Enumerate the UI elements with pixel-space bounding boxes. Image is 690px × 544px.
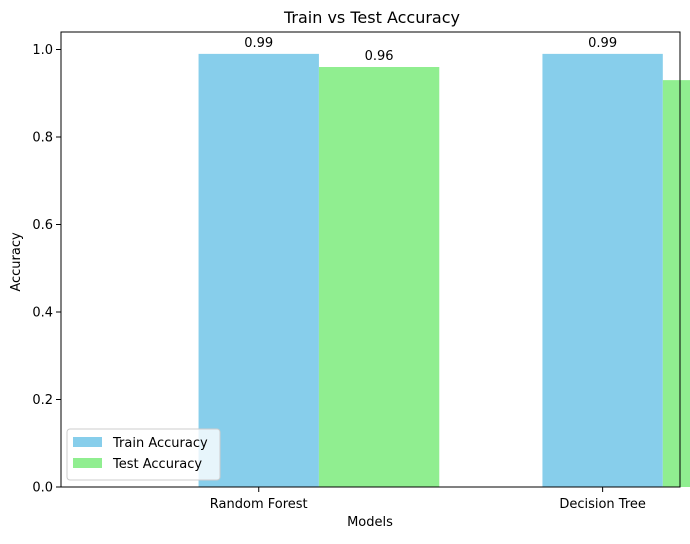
bar-test-1: [662, 80, 690, 487]
y-tick-label: 0.4: [32, 306, 53, 321]
bar-test-0: [318, 67, 440, 487]
bar-train-1: [542, 53, 663, 487]
y-axis-title: Accuracy: [9, 232, 24, 292]
y-tick-label: 0.6: [32, 218, 53, 233]
x-axis-title: Models: [347, 515, 393, 530]
legend-swatch: [73, 437, 102, 447]
legend-label: Train Accuracy: [112, 436, 208, 451]
y-tick-label: 0.2: [32, 393, 53, 408]
y-tick-label: 0.8: [32, 131, 53, 146]
x-tick-label: Decision Tree: [559, 497, 646, 512]
bar-train-0: [198, 53, 319, 487]
legend-box: [66, 428, 221, 481]
y-tick-label: 0.0: [32, 481, 53, 496]
legend-label: Test Accuracy: [112, 457, 202, 472]
bars: [198, 53, 690, 487]
chart-title: Train vs Test Accuracy: [283, 8, 460, 27]
x-tick-label: Random Forest: [210, 497, 308, 512]
legend-swatch: [73, 458, 102, 468]
legend: Train Accuracy Test Accuracy: [66, 428, 221, 481]
data-labels: 0.990.960.990.93: [244, 36, 617, 64]
plot-frame: [60, 31, 681, 488]
x-axis: Random Forest Decision Tree: [210, 487, 646, 512]
y-axis: 0.0 0.2 0.4 0.6 0.8 1.0: [32, 43, 61, 496]
data-label: 0.99: [588, 36, 617, 51]
data-label: 0.96: [365, 49, 394, 64]
data-label: 0.99: [244, 36, 273, 51]
y-tick-label: 1.0: [32, 43, 53, 58]
